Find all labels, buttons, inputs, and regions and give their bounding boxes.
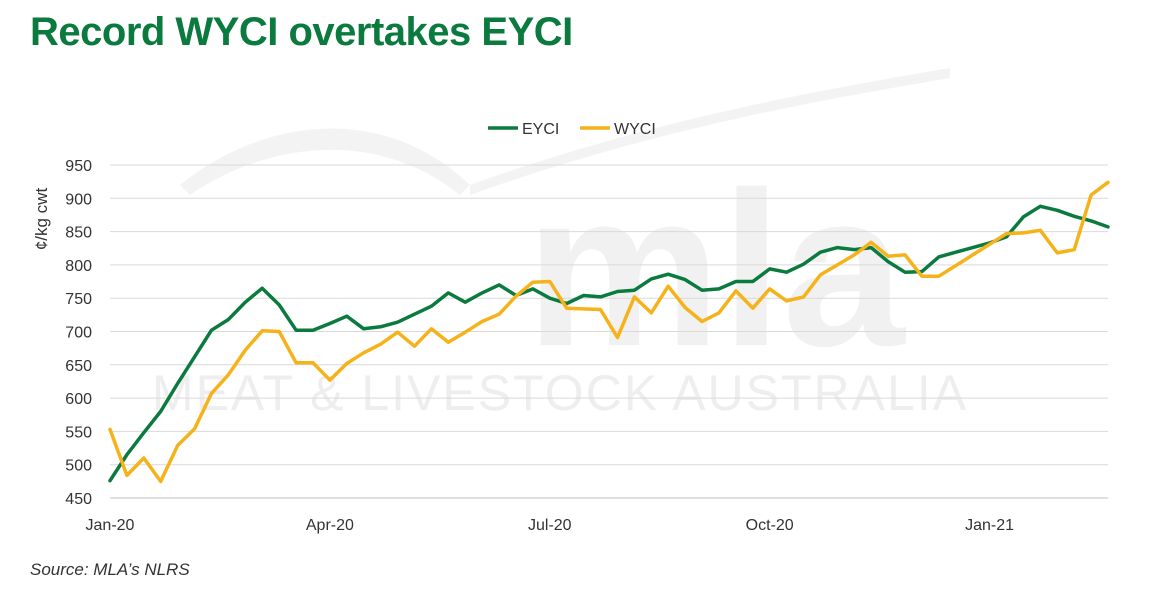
y-tick-label: 450 [65, 491, 92, 508]
x-tick-label: Jul-20 [528, 517, 572, 534]
legend-label-eyci: EYCI [522, 121, 559, 138]
y-tick-label: 950 [65, 158, 92, 175]
series-line-eyci [108, 204, 1110, 483]
chart-title: Record WYCI overtakes EYCI [30, 10, 573, 54]
y-axis-label: ¢/kg cwt [32, 188, 51, 251]
x-tick-label: Oct-20 [746, 517, 794, 534]
watermark-tagline: MEAT & LIVESTOCK AUSTRALIA [152, 365, 968, 421]
y-axis-ticks: 450 500 550 600 650 700 750 800 850 900 950 [65, 158, 92, 508]
legend-label-wyci: WYCI [614, 121, 656, 138]
watermark-swoosh-right [470, 68, 950, 195]
y-tick-label: 750 [65, 291, 92, 308]
source-note: Source: MLA’s NLRS [30, 560, 190, 579]
x-axis-ticks: Jan-20 Apr-20 Jul-20 Oct-20 Jan-21 [86, 517, 1015, 534]
series-lines [108, 180, 1110, 484]
legend: EYCI WYCI [488, 121, 656, 138]
y-tick-label: 500 [65, 458, 92, 475]
watermark-swoosh-left [180, 128, 470, 195]
y-tick-label: 800 [65, 258, 92, 275]
x-tick-label: Apr-20 [306, 517, 354, 534]
watermark-logo-text: mla [525, 146, 906, 392]
series-line-wyci [108, 180, 1110, 484]
y-tick-label: 700 [65, 325, 92, 342]
y-tick-label: 900 [65, 191, 92, 208]
x-tick-label: Jan-20 [86, 517, 135, 534]
x-tick-label: Jan-21 [965, 517, 1014, 534]
y-tick-label: 550 [65, 424, 92, 441]
y-tick-label: 600 [65, 391, 92, 408]
gridlines [110, 164, 1108, 466]
y-tick-label: 650 [65, 358, 92, 375]
y-tick-label: 850 [65, 225, 92, 242]
